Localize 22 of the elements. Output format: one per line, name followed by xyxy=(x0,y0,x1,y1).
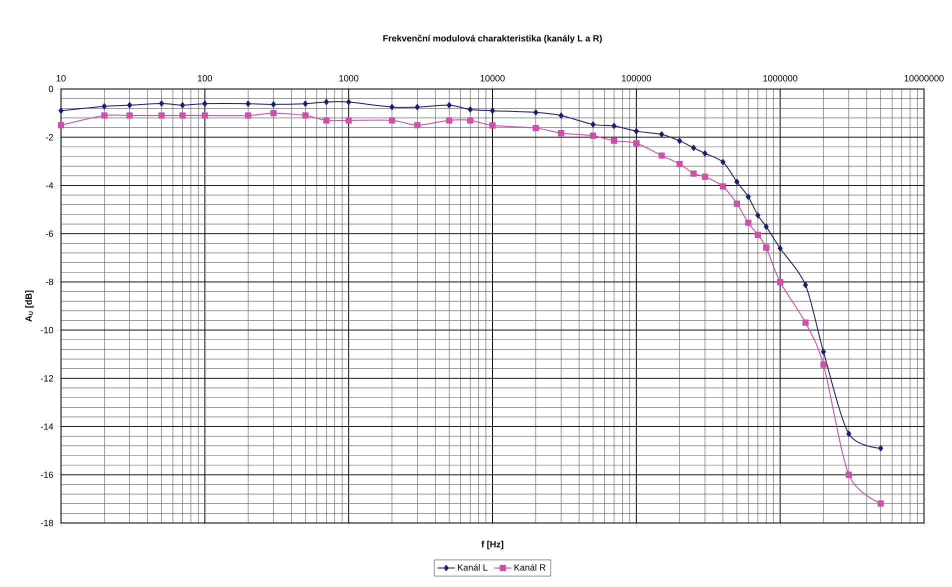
x-tick-label: 10000 xyxy=(480,75,505,82)
y-tick-label: -10 xyxy=(40,326,54,334)
x-tick-label: 1000000 xyxy=(763,75,798,82)
x-axis-title: f [Hz] xyxy=(481,540,504,550)
y-axis-title: A$_{U}$ [dB] xyxy=(25,290,34,322)
y-tick-label: -8 xyxy=(46,278,54,286)
x-tick-label: 100 xyxy=(198,75,212,82)
x-tick-label: 10 xyxy=(56,75,66,82)
y-tick-label: -16 xyxy=(40,472,54,478)
y-tick-label: -4 xyxy=(46,182,54,189)
y-tick-label: 0 xyxy=(48,86,54,92)
y-tick-label: -14 xyxy=(40,423,54,430)
legend-label: Kanál R xyxy=(514,564,546,571)
x-tick-label: 100000 xyxy=(622,75,652,82)
y-tick-label: -2 xyxy=(46,134,54,140)
legend-label: Kanál L xyxy=(458,564,488,571)
y-tick-label: -12 xyxy=(40,375,54,382)
x-tick-label: 1000 xyxy=(339,75,358,82)
chart-title: Frekvenční modulová charakteristika (kanály L a R) xyxy=(383,34,602,44)
y-tick-label: -6 xyxy=(46,230,54,237)
x-tick-label: 10000000 xyxy=(904,75,944,82)
y-tick-label: -18 xyxy=(40,520,54,526)
